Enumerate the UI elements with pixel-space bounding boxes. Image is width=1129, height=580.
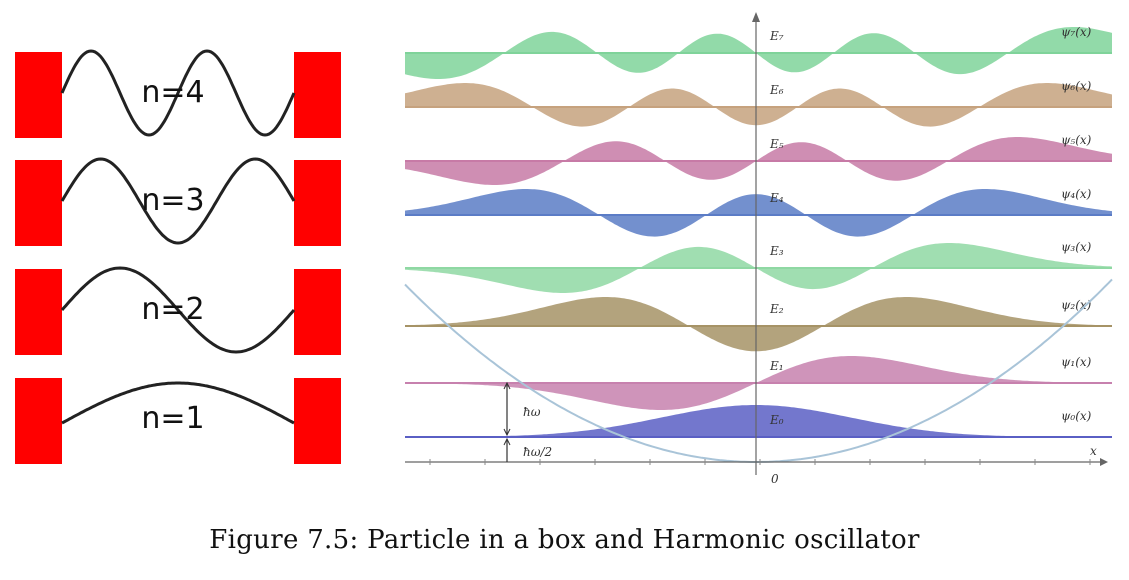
wavefunction-fill [405, 189, 1112, 237]
ho-level-4: E₄ ψ₄(x) [405, 187, 1112, 237]
wavefunction-curve [60, 157, 296, 245]
energy-label: E₅ [769, 137, 784, 151]
ho-level-7: E₇ ψ₇(x) [405, 25, 1112, 79]
energy-label: E₄ [769, 191, 784, 205]
psi-label: ψ₇(x) [1061, 25, 1092, 39]
origin-label: 0 [771, 472, 779, 486]
level-label: n=2 [141, 292, 204, 327]
right-wall [294, 52, 341, 138]
wavefunction-fill [405, 83, 1112, 127]
y-axis-arrow [752, 12, 760, 22]
energy-label: E₂ [769, 302, 784, 316]
psi-label: ψ₅(x) [1061, 133, 1092, 147]
right-wall [294, 269, 341, 355]
ground-energy-label: ħω/2 [523, 445, 552, 459]
ho-level-0: E₀ ψ₀(x) [405, 405, 1112, 438]
left-wall [15, 378, 62, 464]
ho-level-2: E₂ ψ₂(x) [405, 297, 1112, 352]
box-level-1: n=1 [15, 378, 341, 464]
ho-level-6: E₆ ψ₆(x) [405, 79, 1112, 127]
energy-label: E₁ [769, 359, 784, 373]
right-wall [294, 160, 341, 246]
harmonic-oscillator-panel: E₇ ψ₇(x) E₆ ψ₆(x) E₅ ψ₅(x) E₄ ψ₄(x) E₃ ψ₃(x) E₂ ψ₂(… [404, 12, 1113, 486]
left-wall [15, 269, 62, 355]
bracket-arrow [503, 437, 511, 446]
wavefunction-fill [405, 297, 1112, 352]
ho-level-3: E₃ ψ₃(x) [405, 240, 1112, 293]
bracket-arrow [503, 381, 511, 390]
left-wall [15, 160, 62, 246]
energy-label: E₀ [769, 413, 784, 427]
wavefunction-fill [405, 405, 1112, 437]
particle-in-box-panel: n=4 n=3 n=2 n=1 [15, 49, 341, 464]
wavefunction-curve [60, 266, 296, 354]
spacing-label: ħω [523, 405, 541, 419]
wavefunction-curve [61, 381, 295, 425]
level-label: n=1 [141, 401, 204, 436]
energy-label: E₇ [769, 29, 784, 43]
ho-level-5: E₅ ψ₅(x) [405, 133, 1112, 185]
psi-label: ψ₆(x) [1061, 79, 1092, 93]
level-label: n=4 [141, 75, 204, 110]
wavefunction-curve [60, 49, 296, 137]
x-axis-arrow [1100, 458, 1108, 466]
box-level-4: n=4 [15, 49, 341, 138]
left-wall [15, 52, 62, 138]
psi-label: ψ₀(x) [1061, 409, 1092, 423]
psi-label: ψ₂(x) [1061, 298, 1092, 312]
psi-label: ψ₄(x) [1061, 187, 1092, 201]
psi-label: ψ₁(x) [1061, 355, 1092, 369]
bracket-arrow [503, 428, 511, 437]
right-wall [294, 378, 341, 464]
box-level-2: n=2 [15, 266, 341, 355]
psi-label: ψ₃(x) [1061, 240, 1092, 254]
figure-caption: Figure 7.5: Particle in a box and Harmon… [209, 525, 920, 555]
x-axis-label: x [1090, 444, 1097, 458]
box-level-3: n=3 [15, 157, 341, 246]
ho-level-1: E₁ ψ₁(x) [405, 355, 1112, 410]
level-label: n=3 [141, 183, 204, 218]
energy-label: E₆ [769, 83, 784, 97]
energy-label: E₃ [769, 244, 784, 258]
